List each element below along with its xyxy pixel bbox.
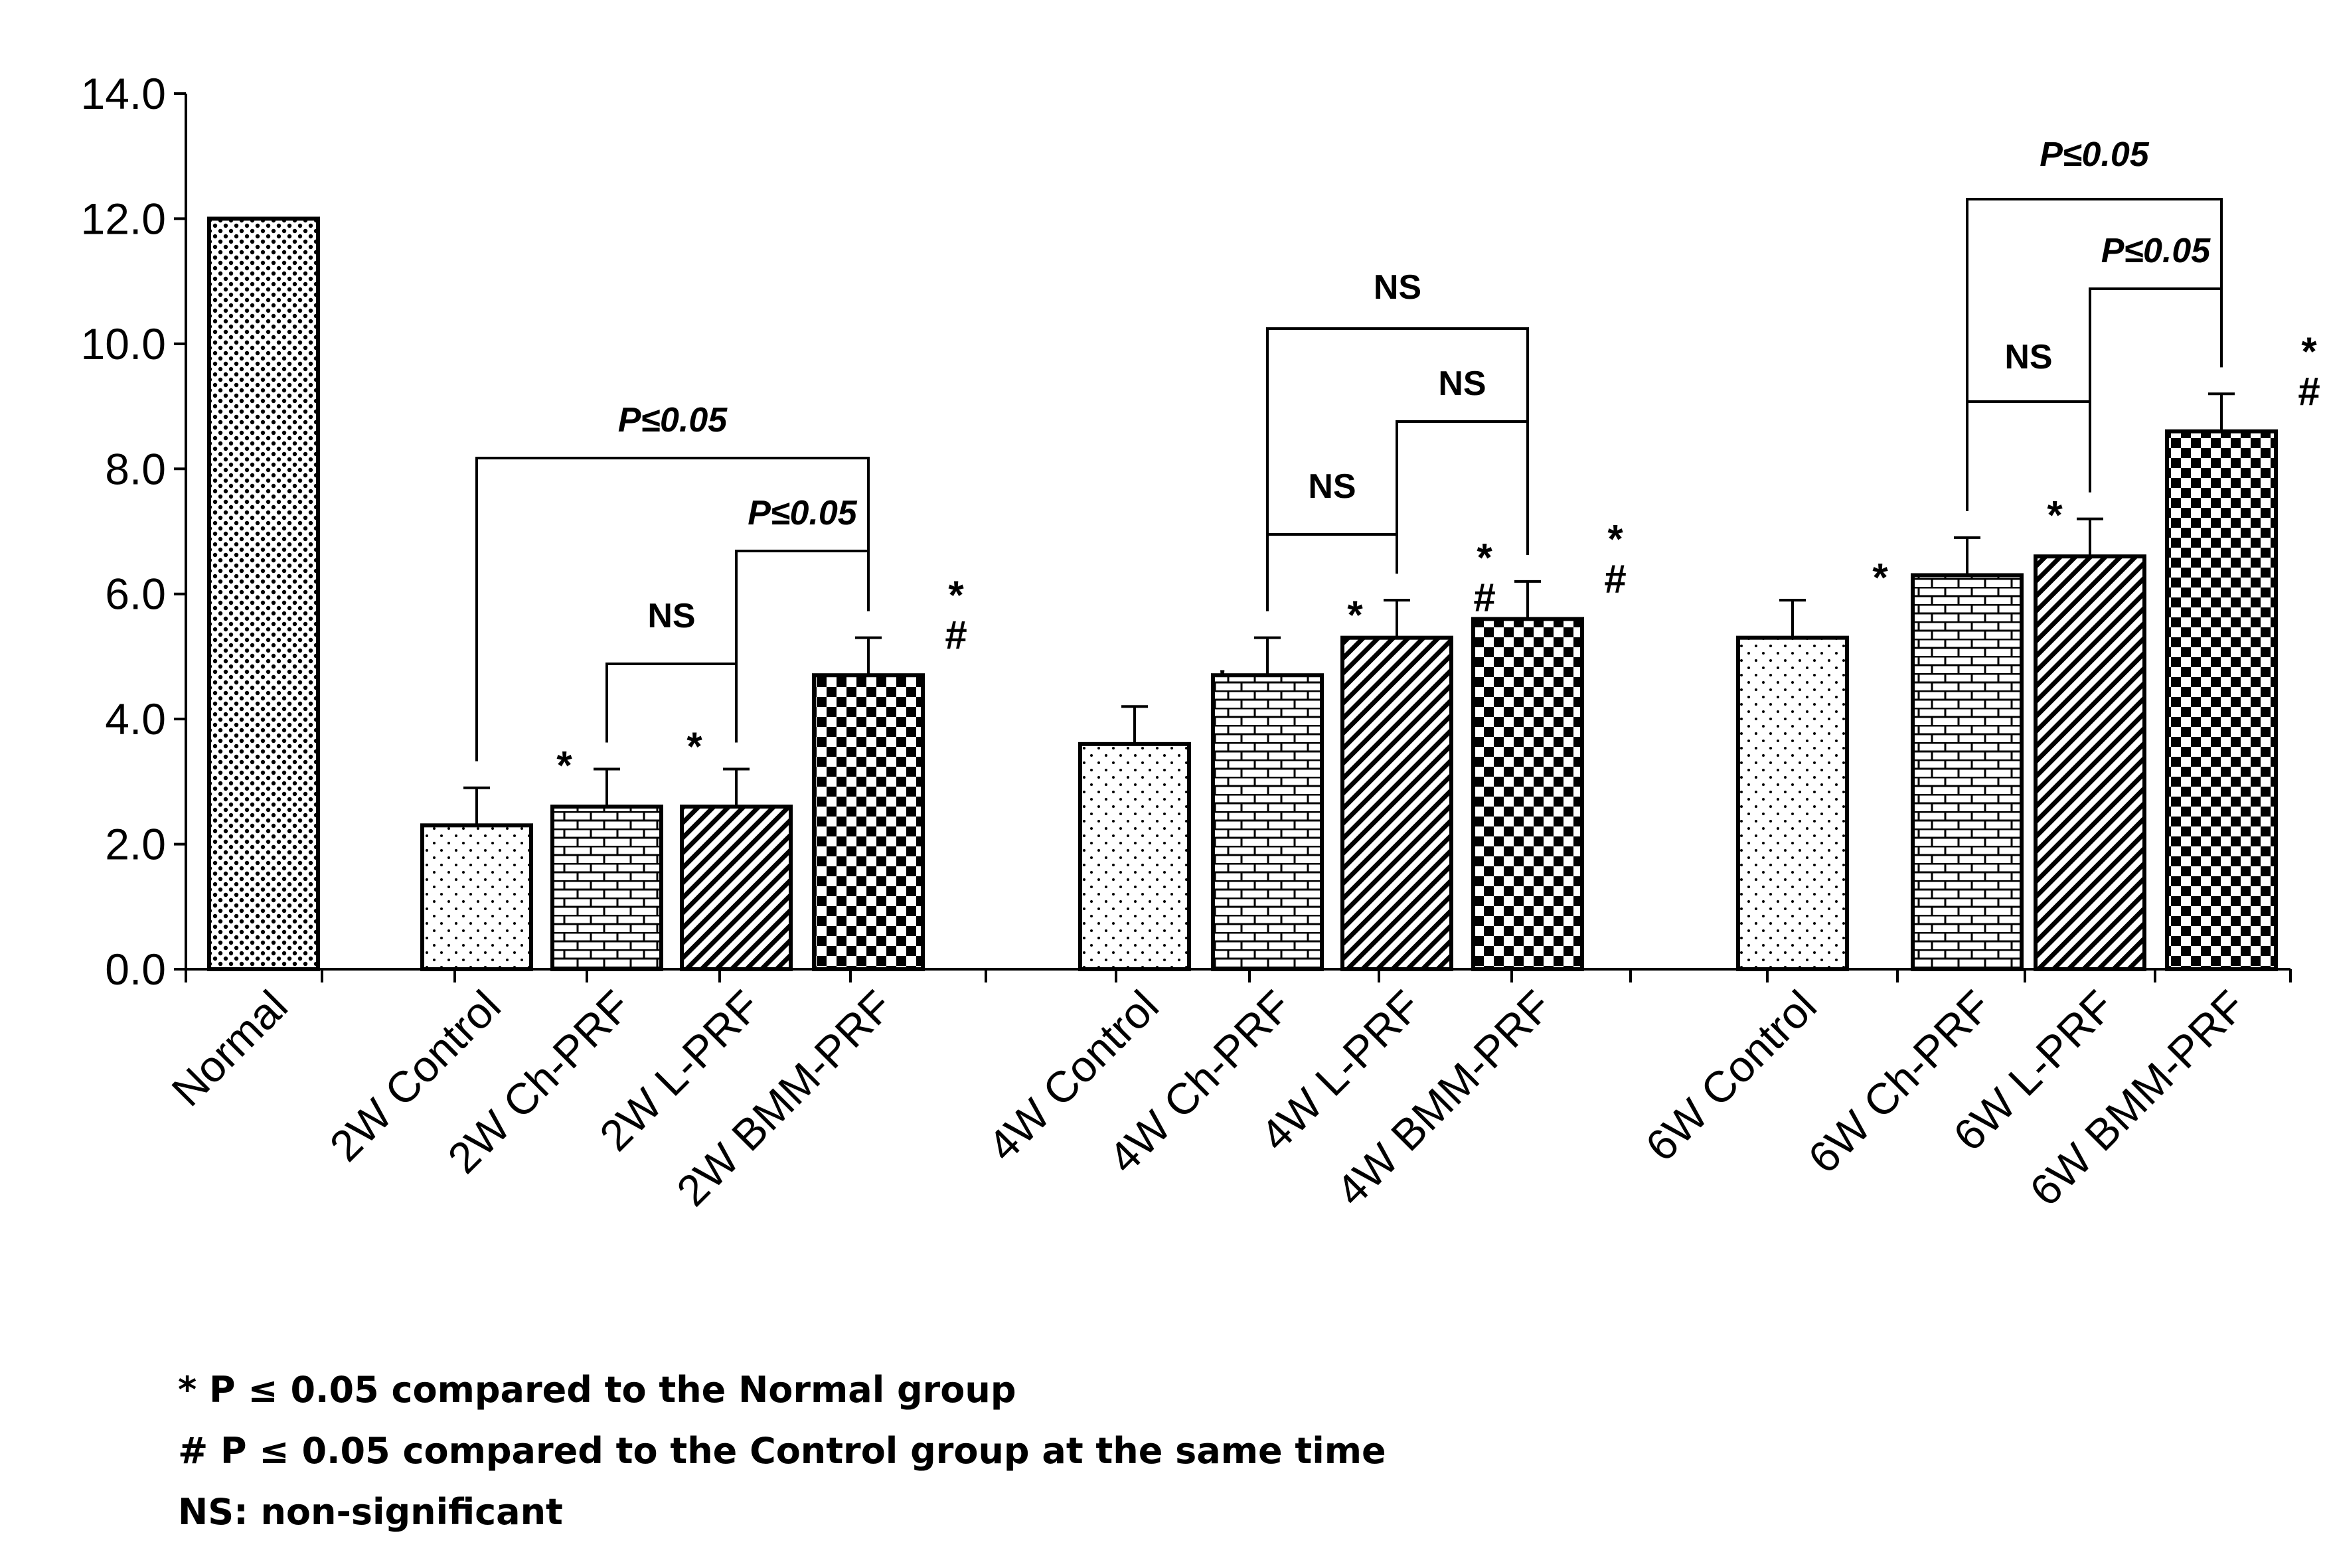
comparison-4w-l-prf-vs-4w-bmm-prf-label: NS	[1438, 364, 1486, 403]
legend-line-control: # P ≤ 0.05 compared to the Control group…	[178, 1430, 1386, 1472]
bar-6w-control	[1736, 635, 1849, 972]
bar-6w-ch-prf	[1911, 573, 2024, 971]
comparison-4w-ch-prf-vs-4w-l-prf	[1266, 533, 1398, 611]
category-label-6w-control: 6W Control	[1636, 981, 1826, 1171]
significance-mark-hash-4w-l-prf: #	[1473, 576, 1495, 620]
legend: * P ≤ 0.05 compared to the Normal group …	[178, 1360, 1386, 1543]
comparison-4w-ch-prf-vs-4w-bmm-prf	[1266, 327, 1529, 611]
bars: ****#***#*#****#	[207, 216, 2320, 972]
bar-2w-bmm-prf	[812, 673, 925, 971]
bar-6w-l-prf	[2034, 554, 2146, 971]
comparison-2w-ch-prf-vs-2w-l-prf-label: NS	[647, 597, 695, 635]
significance-mark-hash-4w-bmm-prf: #	[1604, 556, 1626, 601]
legend-line-normal: * P ≤ 0.05 compared to the Normal group	[178, 1369, 1016, 1411]
significance-mark-star-4w-ch-prf: *	[1347, 593, 1363, 637]
bar-normal	[207, 216, 320, 971]
significance-mark-star-6w-control: *	[1872, 556, 1888, 600]
significance-mark-star-2w-ch-prf: *	[686, 724, 702, 769]
y-tick-label: 12.0	[81, 194, 166, 243]
bar-2w-control	[420, 823, 533, 971]
significance-mark-hash-2w-bmm-prf: #	[945, 613, 967, 657]
comparison-2w-control-vs-2w-bmm-prf-label: P≤0.05	[618, 401, 728, 439]
y-tick-label: 10.0	[81, 319, 166, 368]
bar-4w-bmm-prf	[1471, 617, 1584, 971]
comparison-6w-ch-prf-vs-6w-bmm-prf	[1966, 198, 2223, 511]
bar-4w-control	[1078, 742, 1191, 972]
bar-4w-l-prf	[1340, 635, 1453, 972]
y-tick-label: 0.0	[105, 945, 166, 994]
comparison-4w-ch-prf-vs-4w-l-prf-label: NS	[1308, 467, 1356, 506]
comparison-2w-ch-prf-vs-2w-l-prf	[605, 663, 738, 743]
y-tick-label: 6.0	[105, 570, 166, 619]
comparison-6w-l-prf-vs-6w-bmm-prf-label: P≤0.05	[2101, 232, 2211, 270]
significance-mark-star-6w-ch-prf: *	[2047, 493, 2063, 537]
comparison-2w-control-vs-2w-bmm-prf	[475, 457, 870, 761]
comparison-4w-l-prf-vs-4w-bmm-prf	[1396, 420, 1529, 574]
comparison-brackets: NS P≤0.05 P≤0.05 NS NS NS NS P≤0.05 P≤0.05	[475, 135, 2223, 761]
bar-2w-ch-prf	[550, 805, 663, 971]
comparison-6w-ch-prf-vs-6w-l-prf	[1966, 400, 2091, 511]
y-tick-label: 2.0	[105, 820, 166, 869]
comparison-6w-ch-prf-vs-6w-bmm-prf-label: P≤0.05	[2040, 135, 2150, 174]
bar-6w-bmm-prf	[2165, 429, 2278, 971]
y-tick-label: 14.0	[81, 69, 166, 118]
bar-4w-ch-prf	[1211, 673, 1324, 971]
bar-2w-l-prf	[680, 805, 793, 971]
significance-mark-star-4w-l-prf: *	[1477, 536, 1492, 580]
y-tick-label: 4.0	[105, 694, 166, 744]
comparison-4w-ch-prf-vs-4w-bmm-prf-label: NS	[1374, 268, 1421, 307]
significance-mark-star-6w-bmm-prf: *	[2301, 329, 2317, 374]
comparison-2w-l-prf-vs-2w-bmm-prf-label: P≤0.05	[748, 494, 858, 532]
legend-line-ns: NS: non-significant	[178, 1491, 563, 1533]
significance-mark-hash-6w-bmm-prf: #	[2298, 369, 2320, 414]
comparison-6w-ch-prf-vs-6w-l-prf-label: NS	[2004, 338, 2052, 376]
significance-mark-star-4w-bmm-prf: *	[1607, 516, 1623, 561]
significance-mark-star-2w-bmm-prf: *	[948, 573, 964, 617]
significance-mark-star-2w-control: *	[556, 743, 572, 787]
y-tick-label: 8.0	[105, 444, 166, 493]
category-label-normal: Normal	[162, 981, 297, 1116]
